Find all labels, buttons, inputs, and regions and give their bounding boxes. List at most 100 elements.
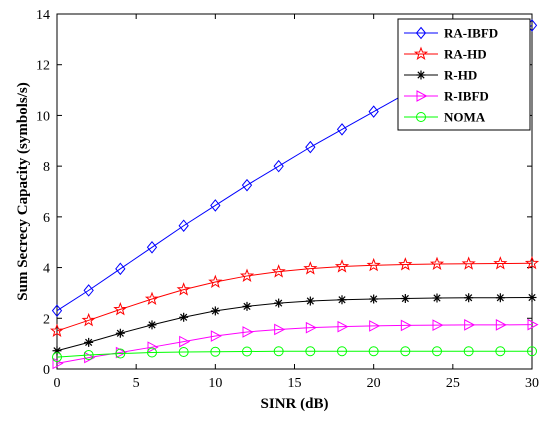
- data-point-r-ibfd: [210, 330, 222, 342]
- data-point-r-hd: [179, 312, 189, 322]
- axis-ticks: 0 5 10 15 20 25 30 0 2 4 6 8 10 12 14: [36, 8, 539, 391]
- y-tick-label: 0: [43, 363, 50, 378]
- data-point-r-ibfd: [495, 319, 507, 331]
- series-line-ra-hd: [56, 262, 533, 332]
- x-tick-label: 20: [367, 376, 381, 391]
- legend-marker: [416, 112, 426, 122]
- legend: RA-IBFD RA-HD R-HD R-IBFD NOMA: [397, 18, 531, 131]
- data-point-noma: [83, 350, 94, 361]
- data-point-ra-hd: [81, 312, 96, 327]
- data-point-r-hd: [432, 293, 442, 303]
- data-point-r-hd: [210, 306, 220, 316]
- y-axis-label: Sum Secrecy Capacity (symbols/s): [15, 82, 31, 300]
- data-point-ra-hd: [429, 256, 445, 271]
- data-point-r-ibfd: [305, 321, 317, 334]
- x-tick-label: 25: [446, 376, 460, 391]
- data-point-noma: [463, 346, 474, 357]
- data-point-r-ibfd: [337, 320, 349, 333]
- data-point-r-hd: [495, 293, 505, 303]
- legend-item-ra-hd: RA-HD: [404, 47, 487, 62]
- x-tick-label: 15: [288, 376, 302, 391]
- legend-item-r-ibfd: R-IBFD: [404, 89, 489, 104]
- data-point-noma: [115, 348, 126, 359]
- x-tick-label: 5: [133, 376, 140, 391]
- data-point-noma: [178, 347, 189, 358]
- legend-label: R-IBFD: [444, 89, 489, 104]
- data-point-ra-hd: [334, 259, 350, 273]
- data-point-noma: [273, 346, 284, 357]
- data-point-ra-hd: [208, 274, 223, 289]
- data-point-ra-ibfd: [241, 178, 253, 192]
- data-point-noma: [52, 352, 62, 363]
- data-point-noma: [147, 347, 157, 358]
- data-point-noma: [527, 346, 537, 357]
- data-point-r-hd: [400, 294, 410, 304]
- data-point-ra-hd: [398, 257, 413, 271]
- data-point-ra-ibfd: [115, 262, 126, 276]
- legend-label: R-HD: [444, 68, 477, 83]
- data-point-ra-hd: [49, 323, 65, 337]
- data-point-ra-hd: [461, 256, 476, 270]
- data-point-r-hd: [527, 292, 537, 302]
- data-point-noma: [210, 346, 221, 357]
- y-tick-label: 12: [36, 59, 50, 74]
- y-tick-label: 10: [36, 109, 50, 124]
- data-point-r-hd: [115, 328, 125, 338]
- data-point-r-ibfd: [400, 319, 412, 332]
- data-point-ra-ibfd: [273, 159, 284, 173]
- y-tick-label: 14: [36, 8, 50, 23]
- legend-marker: [416, 70, 426, 80]
- data-point-r-hd: [305, 296, 315, 306]
- data-point-ra-ibfd: [83, 284, 94, 297]
- legend-item-ra-ibfd: RA-IBFD: [404, 26, 498, 41]
- data-point-ra-hd: [239, 268, 255, 282]
- data-point-ra-ibfd: [368, 105, 379, 118]
- legend-marker: [416, 90, 428, 102]
- y-tick-label: 6: [43, 211, 50, 226]
- data-point-ra-hd: [303, 261, 318, 275]
- data-point-r-ibfd: [369, 320, 381, 332]
- legend-label: NOMA: [444, 110, 486, 125]
- y-tick-label: 4: [43, 262, 50, 277]
- data-point-ra-hd: [493, 256, 508, 270]
- data-point-noma: [242, 346, 252, 357]
- data-point-noma: [368, 346, 379, 357]
- data-point-r-hd: [274, 298, 284, 308]
- x-tick-label: 0: [54, 376, 61, 391]
- x-tick-label: 30: [525, 376, 539, 391]
- data-point-noma: [305, 346, 316, 357]
- data-point-ra-ibfd: [336, 123, 348, 136]
- data-point-r-ibfd: [179, 335, 191, 348]
- x-axis-label: SINR (dB): [261, 396, 329, 412]
- data-point-r-ibfd: [527, 318, 539, 331]
- data-point-r-ibfd: [147, 341, 159, 354]
- series-ra-hd: [49, 255, 540, 337]
- data-point-ra-hd: [271, 264, 286, 278]
- data-point-noma: [400, 346, 411, 357]
- series-line-r-hd: [56, 296, 533, 352]
- data-point-ra-hd: [144, 291, 160, 306]
- legend-label: RA-HD: [444, 47, 487, 62]
- data-point-noma: [337, 346, 347, 357]
- data-point-ra-ibfd: [178, 219, 189, 233]
- data-point-ra-ibfd: [305, 140, 316, 154]
- legend-label: RA-IBFD: [444, 26, 498, 41]
- series-layer: [49, 19, 540, 370]
- data-point-ra-hd: [366, 257, 381, 272]
- data-point-ra-hd: [113, 301, 128, 316]
- data-point-r-hd: [147, 320, 157, 330]
- legend-item-r-hd: R-HD: [404, 68, 477, 83]
- y-tick-label: 2: [43, 312, 50, 327]
- data-point-r-ibfd: [432, 319, 444, 331]
- data-point-r-hd: [337, 295, 347, 305]
- data-point-r-hd: [84, 337, 94, 347]
- legend-marker: [413, 46, 429, 61]
- data-point-r-ibfd: [242, 326, 254, 338]
- data-point-ra-ibfd: [146, 240, 158, 254]
- series-r-ibfd: [52, 318, 539, 370]
- series-noma: [52, 346, 537, 363]
- data-point-r-ibfd: [52, 357, 64, 370]
- data-point-ra-hd: [176, 282, 191, 296]
- data-point-r-hd: [369, 294, 379, 304]
- data-point-ra-ibfd: [210, 199, 221, 212]
